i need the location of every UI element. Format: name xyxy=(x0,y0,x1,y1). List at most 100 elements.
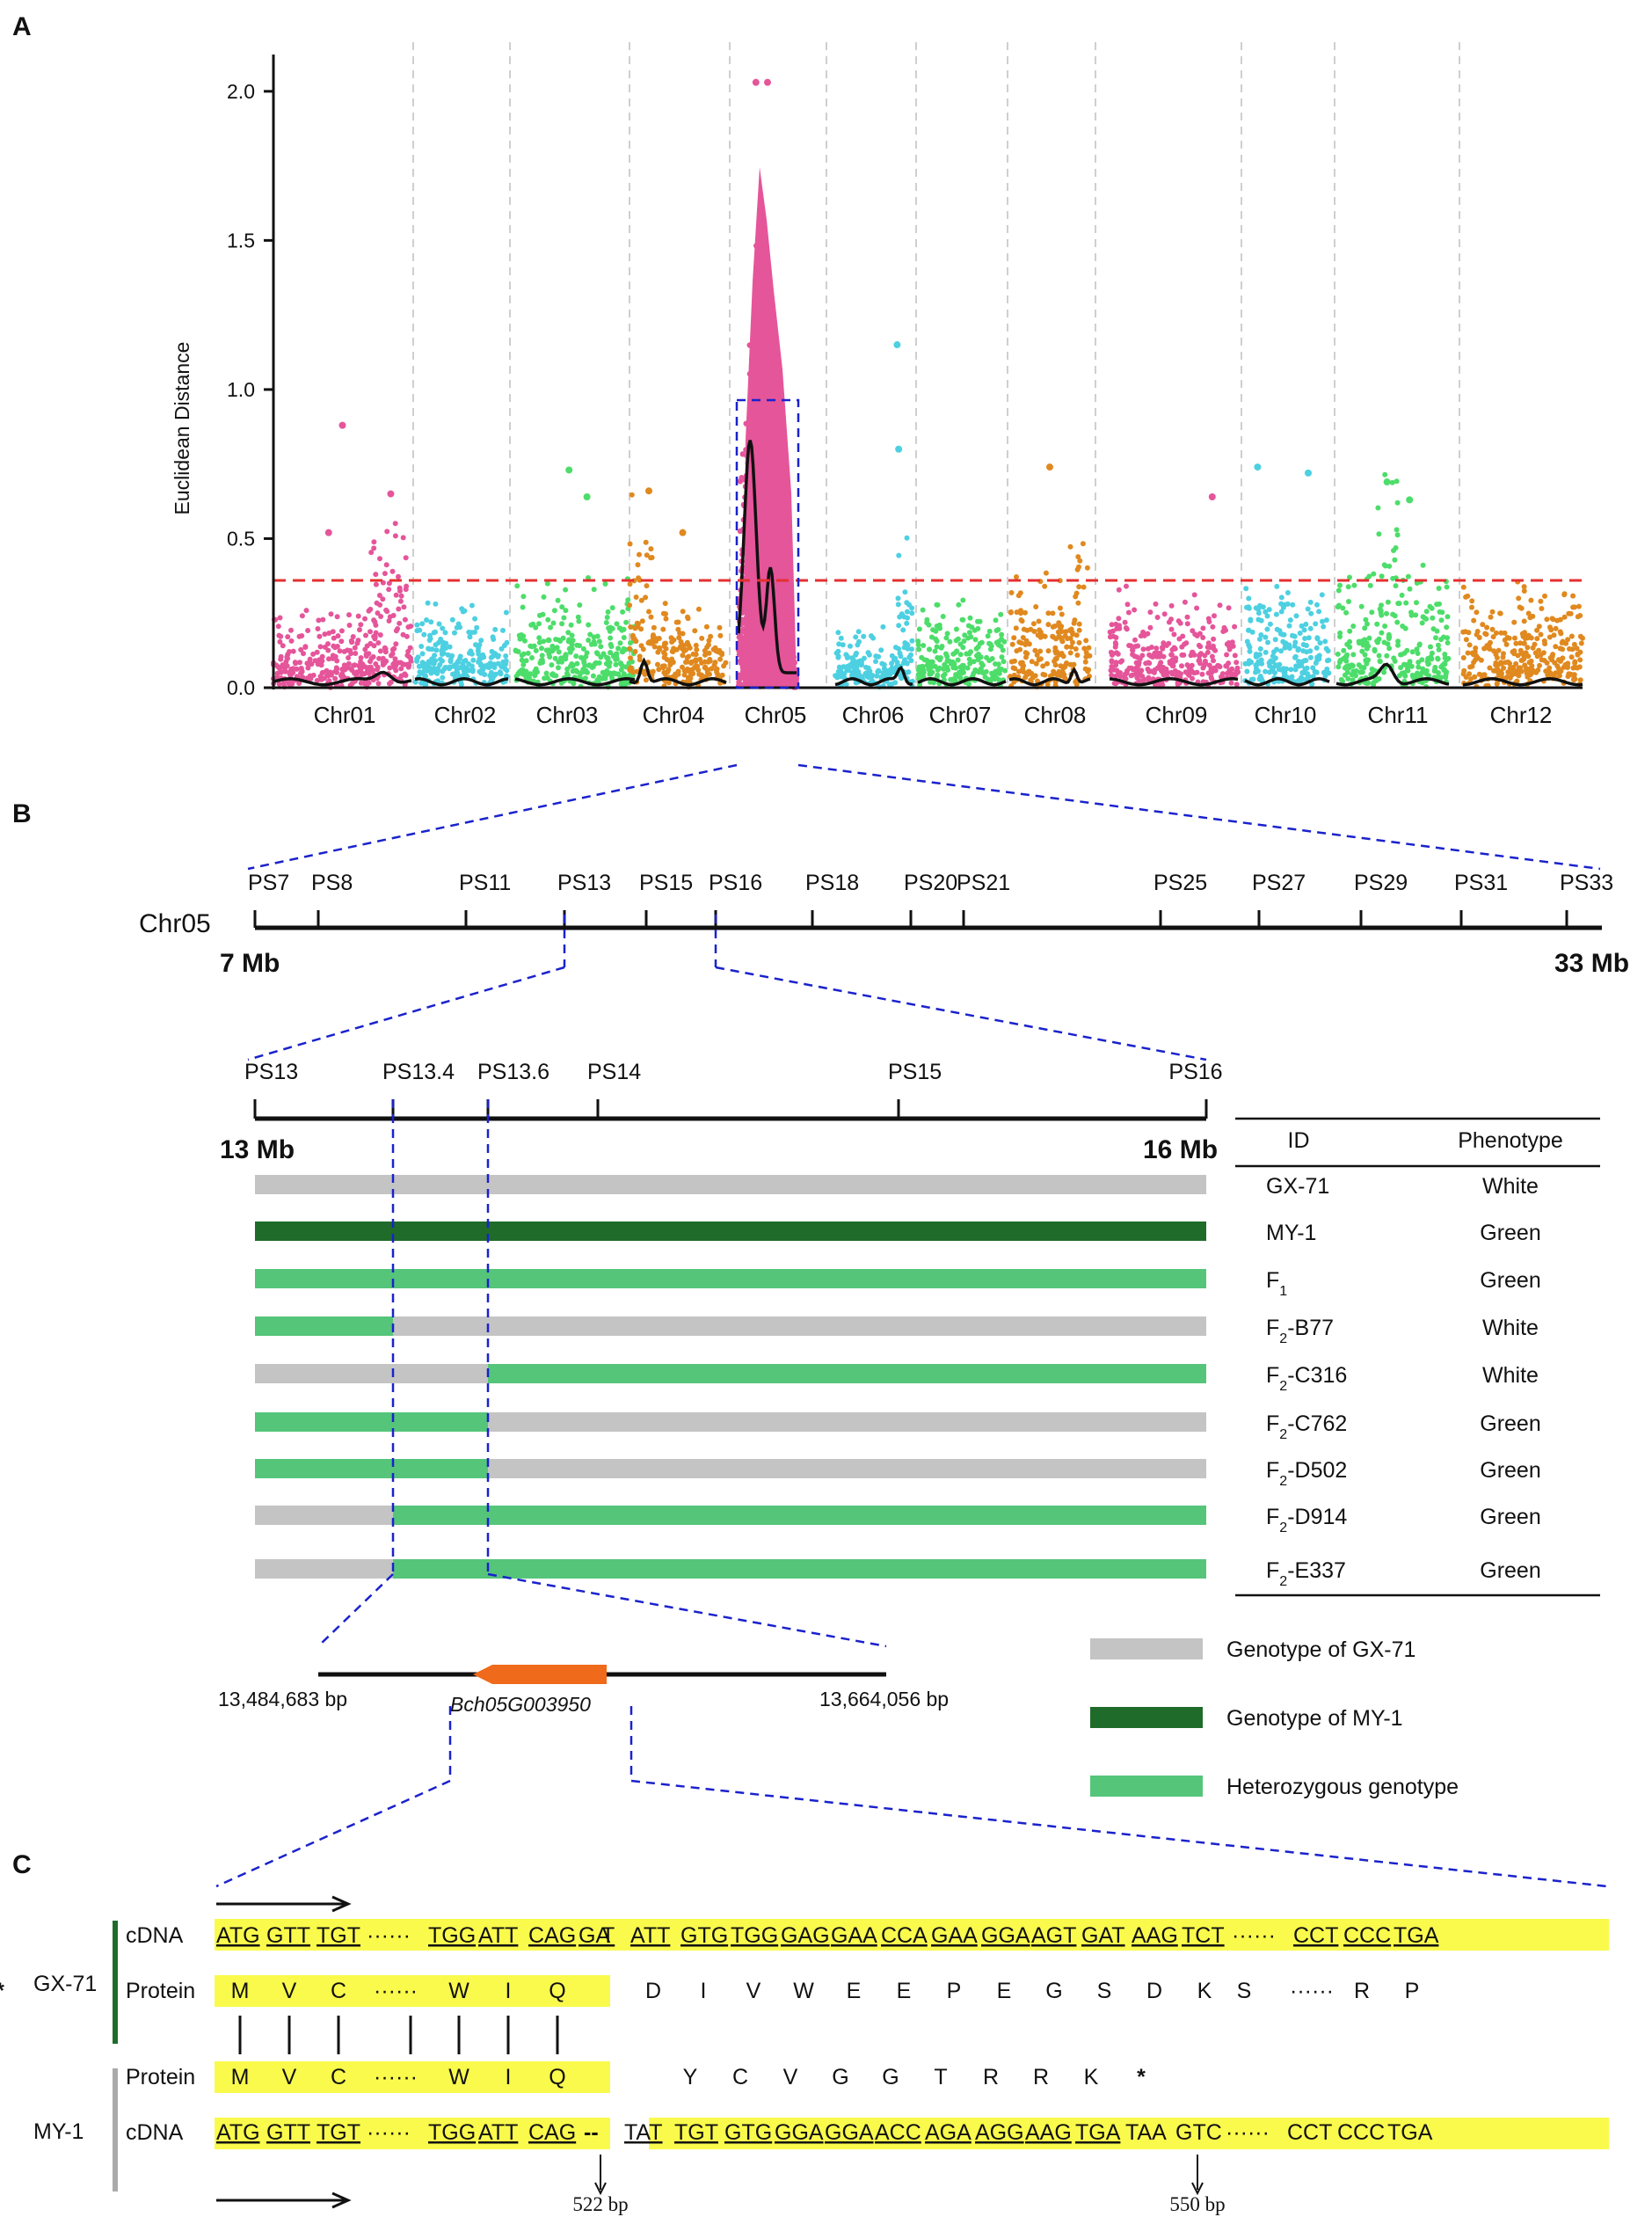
data-point xyxy=(1441,667,1447,673)
data-point xyxy=(1008,659,1015,665)
data-point xyxy=(628,655,633,661)
data-point xyxy=(352,645,358,651)
data-point xyxy=(1548,627,1554,633)
data-point xyxy=(548,624,554,631)
data-point xyxy=(1040,663,1046,669)
data-point xyxy=(739,475,745,481)
data-point xyxy=(569,661,575,667)
data-point xyxy=(569,641,575,647)
data-point xyxy=(386,587,392,593)
data-point xyxy=(1347,628,1353,634)
data-point xyxy=(707,658,713,664)
data-point xyxy=(630,669,636,675)
data-point xyxy=(680,664,685,670)
my1-codon: GTC xyxy=(1175,2120,1222,2145)
data-point xyxy=(549,643,556,649)
data-point xyxy=(397,598,404,604)
data-point xyxy=(993,675,1000,681)
data-point xyxy=(477,668,483,675)
data-point xyxy=(1273,611,1279,617)
data-point xyxy=(1408,609,1414,616)
data-point xyxy=(503,609,509,616)
data-point xyxy=(1507,675,1513,681)
data-point xyxy=(895,595,901,602)
data-point xyxy=(405,664,411,670)
marker-label: PS20 xyxy=(904,871,957,895)
data-point xyxy=(366,680,372,686)
data-point xyxy=(933,636,939,642)
outlier-point xyxy=(1305,469,1312,477)
data-point xyxy=(1396,673,1402,679)
data-point xyxy=(569,645,575,652)
data-point xyxy=(540,611,546,617)
outlier-point xyxy=(645,487,652,495)
data-point xyxy=(1303,621,1309,627)
data-point xyxy=(622,681,628,687)
data-point xyxy=(1493,630,1499,636)
genotype-bars xyxy=(255,1175,1206,1579)
smoothed-line xyxy=(1335,662,1450,687)
data-point xyxy=(428,619,434,625)
data-point xyxy=(1553,625,1559,631)
data-point xyxy=(389,646,396,653)
data-point xyxy=(1394,527,1400,533)
data-point xyxy=(882,667,888,674)
data-point xyxy=(1394,478,1400,485)
data-point xyxy=(631,636,637,642)
data-point xyxy=(1384,653,1390,659)
data-point xyxy=(1117,625,1123,631)
chrom-points-Chr11 xyxy=(1335,471,1452,689)
data-point xyxy=(1515,653,1521,659)
marker-label: PS13 xyxy=(557,871,611,895)
data-point xyxy=(389,568,396,574)
data-point xyxy=(405,648,411,654)
data-point xyxy=(1362,625,1368,631)
data-point xyxy=(985,676,991,682)
data-point xyxy=(644,552,650,558)
data-point xyxy=(1117,659,1124,665)
data-point xyxy=(1263,668,1269,675)
legend-my1-swatch xyxy=(1090,1707,1203,1728)
data-point xyxy=(1394,619,1401,625)
data-point xyxy=(889,660,895,667)
chromosome-label: Chr08 xyxy=(1024,702,1087,728)
data-point xyxy=(382,571,388,577)
smoothed-line xyxy=(273,670,412,687)
data-point xyxy=(972,637,979,643)
data-point xyxy=(1423,616,1430,622)
data-point xyxy=(1150,654,1155,660)
data-point xyxy=(1471,617,1477,624)
data-point xyxy=(1407,586,1413,592)
genotype-segment xyxy=(255,1412,488,1432)
data-point xyxy=(1414,600,1419,606)
data-point xyxy=(433,642,439,648)
data-point xyxy=(634,620,640,626)
data-point xyxy=(1263,634,1269,640)
my1-codon: TGT xyxy=(317,2120,360,2145)
data-point xyxy=(326,656,331,662)
data-point xyxy=(391,660,397,666)
data-point xyxy=(1113,635,1119,640)
data-point xyxy=(1112,644,1118,650)
data-point xyxy=(1256,676,1263,682)
data-point xyxy=(397,588,403,594)
data-point xyxy=(1184,621,1190,627)
data-point xyxy=(393,628,399,634)
data-point xyxy=(1391,655,1397,661)
data-point xyxy=(523,668,529,675)
data-point xyxy=(1081,584,1087,590)
data-point xyxy=(1557,658,1563,664)
data-point xyxy=(1071,620,1077,626)
data-point xyxy=(656,645,662,651)
data-point xyxy=(457,665,463,671)
data-point xyxy=(1172,669,1178,675)
data-point xyxy=(602,581,608,587)
data-point xyxy=(492,626,499,632)
data-point xyxy=(303,608,309,614)
data-point xyxy=(1343,609,1350,616)
data-point xyxy=(332,653,338,660)
zoom-end-label: 16 Mb xyxy=(1143,1135,1218,1164)
data-point xyxy=(1013,625,1019,631)
data-point xyxy=(1076,627,1082,633)
data-point xyxy=(416,663,422,669)
